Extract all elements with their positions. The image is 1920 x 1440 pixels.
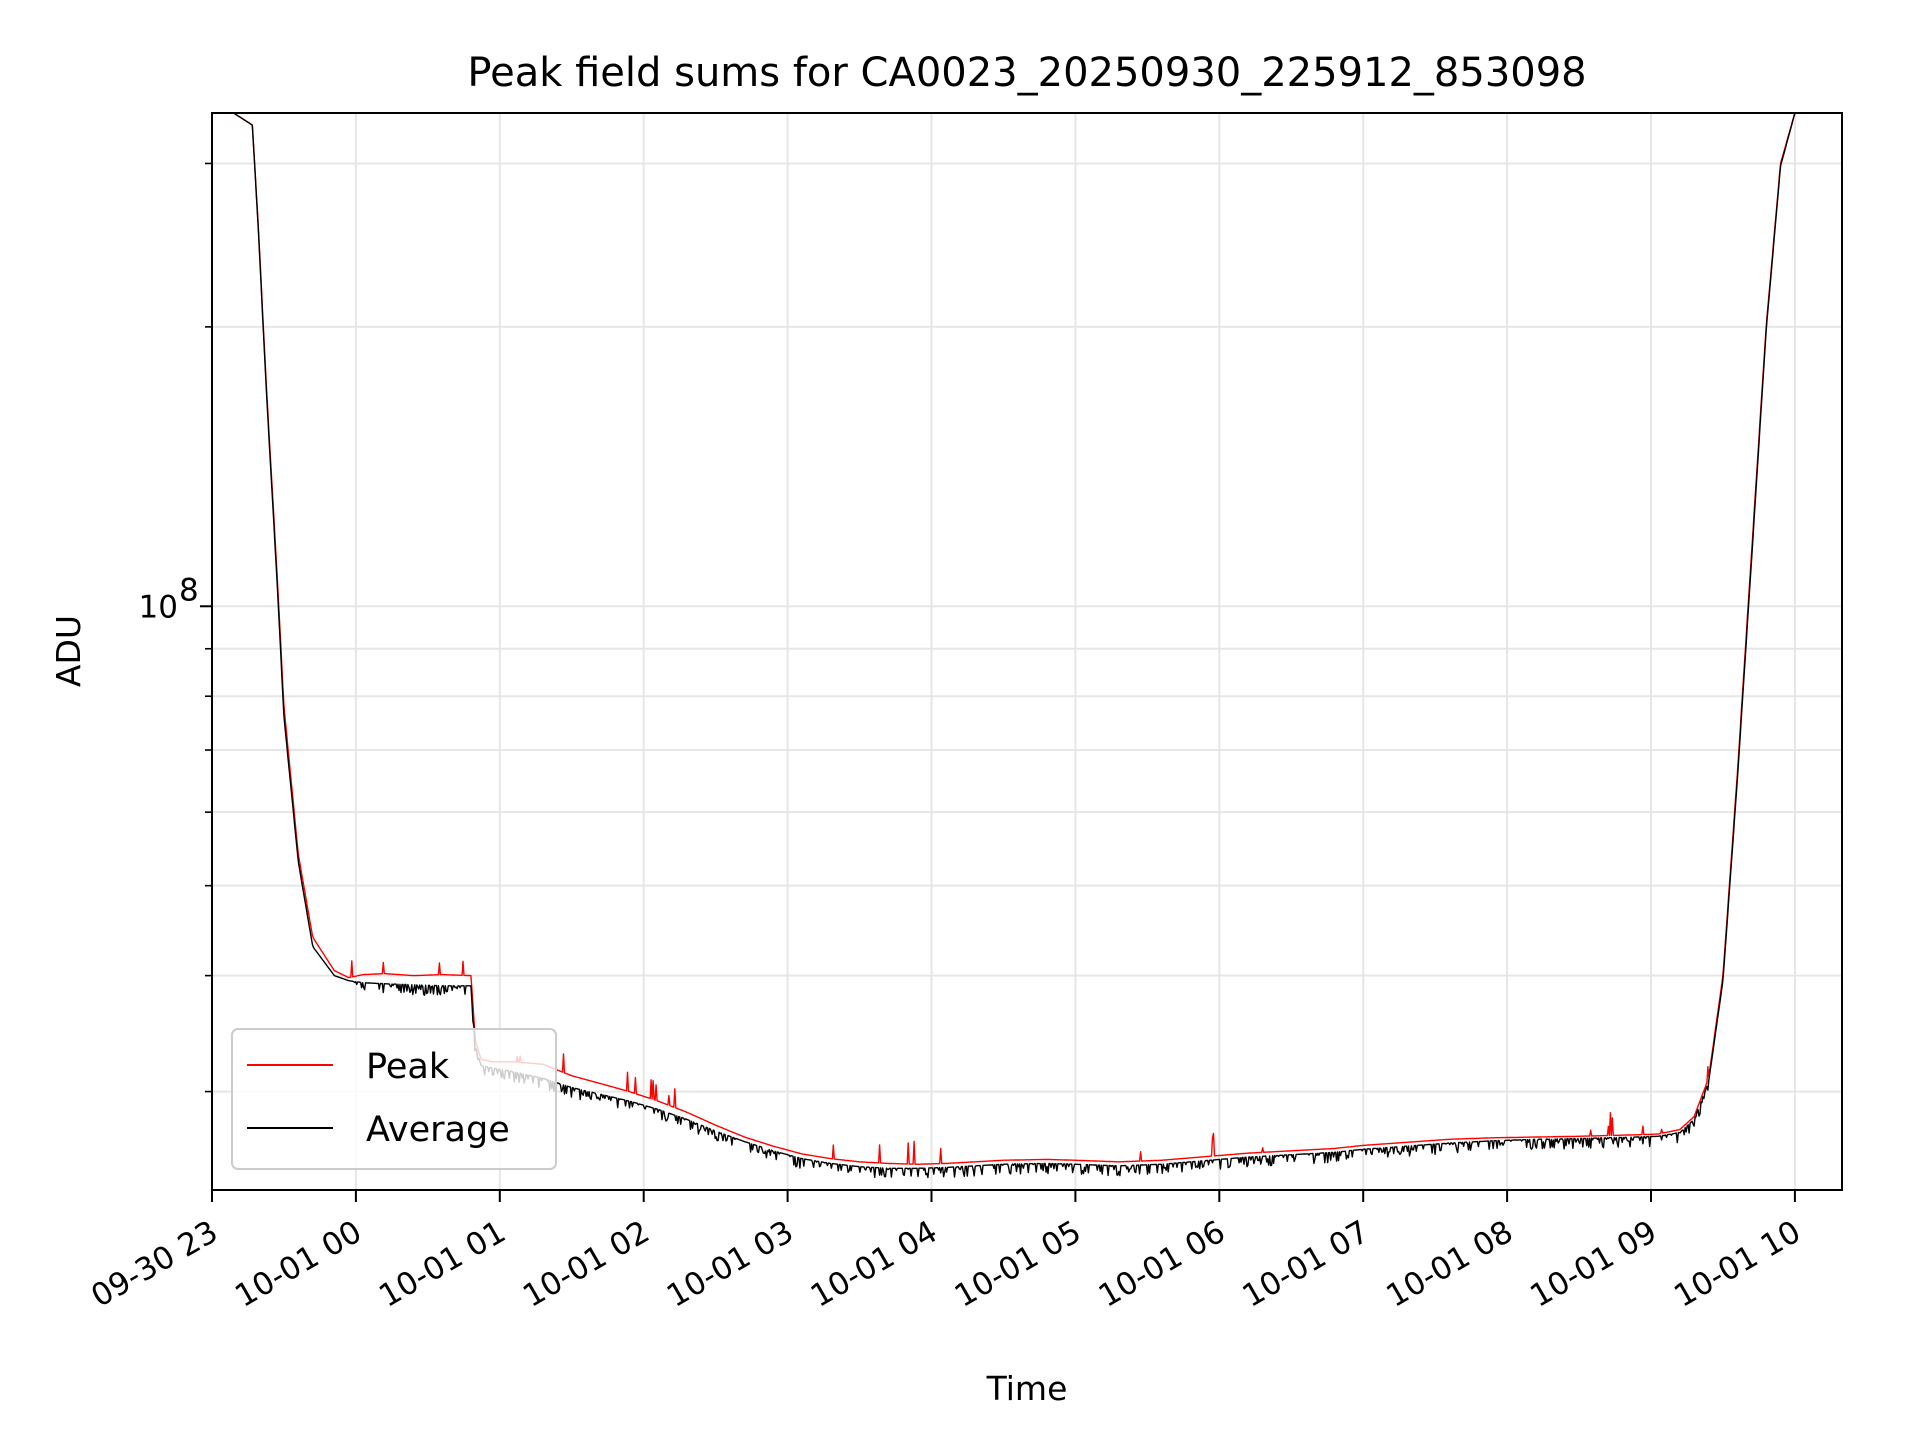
grid-layer [212, 113, 1842, 1190]
legend: Peak Average [231, 1028, 557, 1170]
y-tick-label: 10 [139, 589, 178, 625]
chart-title: Peak field sums for CA0023_20250930_2259… [467, 50, 1586, 96]
legend-peak-label: Peak [366, 1047, 450, 1087]
y-axis-label: ADU [49, 615, 88, 687]
plot-frame [211, 112, 1843, 1191]
y-tick-label-exponent: 8 [179, 572, 199, 608]
legend-average-label: Average [366, 1110, 510, 1150]
x-axis-label: Time [986, 1369, 1068, 1408]
